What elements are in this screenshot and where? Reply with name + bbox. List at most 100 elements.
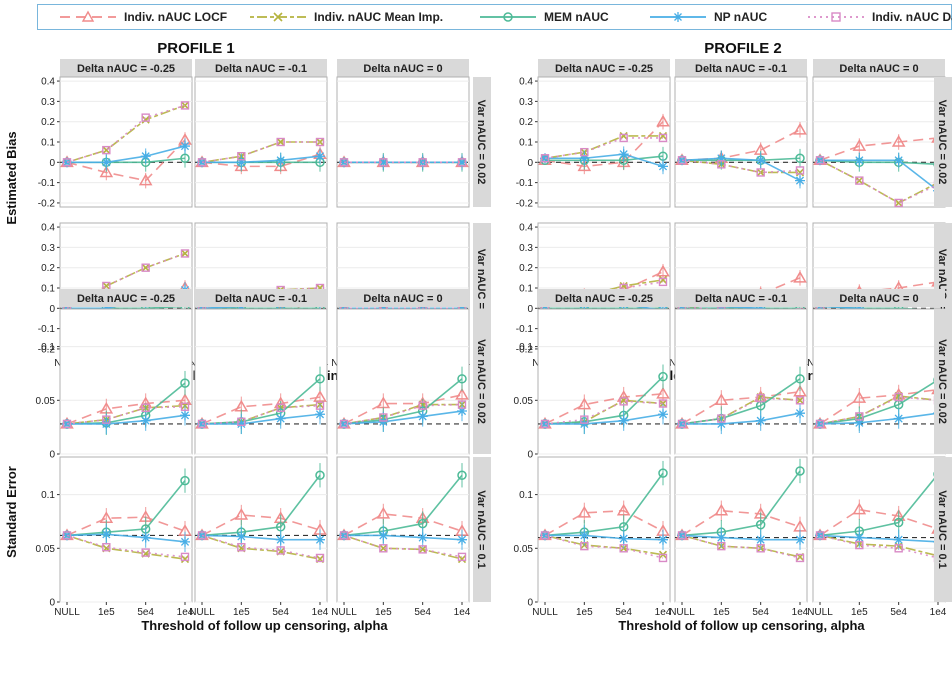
- series-line-locf: [544, 121, 664, 168]
- data-point-data: [619, 544, 628, 553]
- data-point-data: [795, 553, 805, 563]
- data-point-np: [893, 155, 904, 166]
- data-point-mean-imp: [457, 554, 467, 564]
- y-tick-label: 0.1: [41, 138, 55, 149]
- facet-strip: [813, 59, 945, 77]
- x-tick-label: NULL: [331, 607, 357, 618]
- y-tick-label: 0.4: [519, 223, 533, 234]
- facet-panel: [336, 76, 470, 208]
- series-line-locf: [819, 137, 939, 162]
- y-tick-label: 0.3: [41, 243, 55, 254]
- series-data: [677, 393, 805, 429]
- data-point-mean-imp: [180, 249, 190, 258]
- data-point-data: [62, 531, 72, 540]
- series-line-locf: [66, 399, 186, 425]
- data-point-mem: [457, 374, 467, 384]
- data-point-data: [658, 277, 668, 287]
- series-line-locf: [201, 396, 321, 425]
- series-line-np: [820, 159, 939, 192]
- data-point-data: [580, 415, 589, 424]
- series-line-data: [201, 404, 321, 425]
- data-point-np: [378, 416, 389, 427]
- data-point-np: [795, 534, 805, 545]
- y-tick-label: 0: [527, 598, 533, 609]
- series-data: [677, 531, 805, 563]
- data-point-np: [315, 534, 325, 545]
- series-line-mem: [681, 470, 801, 537]
- series-line-np: [202, 155, 321, 164]
- facet-row-strip: [934, 309, 952, 454]
- data-point-np: [618, 533, 629, 544]
- data-point-np: [62, 418, 72, 429]
- data-point-mem: [180, 378, 190, 388]
- data-point-data: [795, 396, 805, 405]
- data-point-np: [417, 411, 428, 422]
- x-tick-label: NULL: [669, 607, 695, 618]
- series-line-mean-imp: [66, 534, 186, 560]
- series-line-data: [343, 534, 463, 558]
- data-point-np: [62, 157, 72, 168]
- data-point-data: [237, 543, 246, 552]
- y-tick-label: 0.1: [41, 342, 55, 353]
- data-point-mem: [457, 470, 467, 481]
- x-tick-label: 5e4: [752, 607, 769, 618]
- data-point-data: [756, 393, 765, 403]
- series-line-mean-imp: [819, 395, 939, 425]
- x-tick-label: 1e5: [98, 607, 115, 618]
- series-line-mem: [819, 159, 939, 166]
- data-point-np: [378, 303, 389, 314]
- data-point-data: [677, 531, 687, 540]
- series-line-data: [343, 403, 463, 425]
- facet-strip: [675, 289, 807, 307]
- data-point-np: [140, 151, 151, 162]
- data-point-mem: [893, 517, 904, 528]
- series-line-data: [201, 534, 321, 559]
- data-point-np: [716, 418, 727, 429]
- data-point-np: [101, 157, 112, 168]
- data-point-mean-imp: [658, 275, 668, 284]
- facet-row-label: Var nAUC = 0.1: [936, 249, 948, 328]
- legend-label-np: NP nAUC: [714, 10, 768, 24]
- y-tick-label: -0.2: [516, 344, 534, 355]
- data-point-data: [717, 160, 726, 169]
- data-point-mean-imp: [102, 146, 111, 155]
- x-tick-label: NULL: [532, 607, 558, 618]
- data-point-np: [457, 303, 467, 314]
- series-line-locf: [681, 390, 801, 425]
- series-line-locf: [201, 514, 321, 537]
- series-line-data: [681, 305, 801, 318]
- y-tick-label: 0.4: [41, 77, 55, 88]
- y-tick-label: 0.2: [519, 117, 533, 128]
- data-point-np: [658, 409, 668, 420]
- data-point-locf: [577, 159, 592, 172]
- series-data: [339, 400, 467, 429]
- data-point-data: [276, 546, 285, 555]
- facet-panel: [59, 308, 193, 455]
- data-point-locf: [793, 384, 807, 397]
- facet-panel: [537, 76, 671, 208]
- legend-label-mem: MEM nAUC: [544, 10, 609, 24]
- facet-strip: [337, 289, 469, 307]
- series-line-data: [544, 137, 663, 160]
- facet-row-label: Var nAUC = 0.02: [475, 339, 487, 424]
- y-tick-label: 0.2: [519, 263, 533, 274]
- series-line-locf: [544, 509, 664, 537]
- series-np: [339, 525, 467, 550]
- series-line-locf: [819, 388, 939, 425]
- data-point-mean-imp: [141, 115, 150, 124]
- data-point-np: [378, 157, 389, 168]
- data-point-np: [815, 530, 825, 541]
- series-line-data: [819, 534, 939, 559]
- legend-label-mean-imp: Indiv. nAUC Mean Imp.: [314, 10, 444, 24]
- x-tick-label: 5e4: [615, 607, 632, 618]
- data-point-data: [197, 419, 207, 429]
- data-point-data: [379, 413, 388, 422]
- series-np: [197, 148, 325, 171]
- y-tick-label: -0.2: [38, 344, 56, 355]
- facet-row-strip: [473, 457, 491, 602]
- x-tick-label: NULL: [189, 607, 215, 618]
- series-line-np: [201, 534, 320, 541]
- series-np: [677, 150, 805, 189]
- data-point-np: [658, 161, 668, 172]
- legend-label-locf: Indiv. nAUC LOCF: [124, 10, 228, 24]
